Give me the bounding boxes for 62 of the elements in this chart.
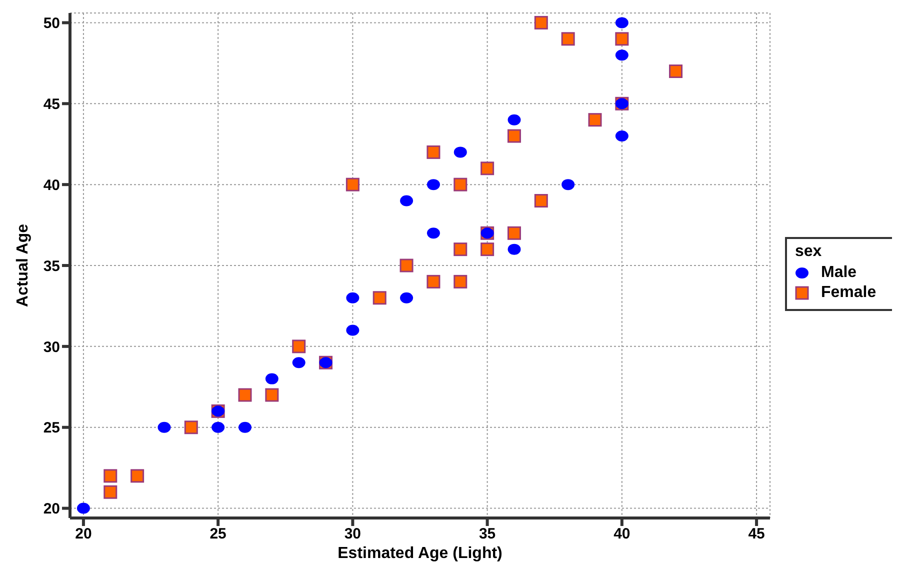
x-tick-label: 40 bbox=[614, 526, 630, 543]
point bbox=[534, 16, 548, 30]
point bbox=[130, 469, 144, 483]
point bbox=[346, 324, 360, 336]
point bbox=[454, 242, 468, 256]
x-tick-label: 25 bbox=[210, 526, 226, 543]
point bbox=[76, 502, 90, 514]
point bbox=[184, 420, 198, 434]
legend-label: Female bbox=[821, 284, 876, 302]
point bbox=[454, 274, 468, 288]
point bbox=[507, 129, 521, 143]
point bbox=[238, 422, 252, 433]
x-tick-label: 30 bbox=[344, 526, 362, 543]
legend-title: sex bbox=[795, 243, 823, 261]
point bbox=[400, 195, 414, 206]
point bbox=[508, 244, 521, 255]
y-tick-label: 45 bbox=[43, 96, 60, 113]
y-tick-label: 30 bbox=[43, 338, 60, 356]
point bbox=[346, 178, 360, 192]
point bbox=[426, 228, 440, 239]
y-tick-label: 20 bbox=[43, 500, 60, 518]
point bbox=[454, 146, 467, 158]
x-tick-label: 45 bbox=[748, 526, 765, 543]
y-axis-title: Actual Age bbox=[14, 224, 32, 307]
point bbox=[615, 50, 628, 61]
point bbox=[508, 114, 521, 126]
point bbox=[426, 179, 440, 190]
point bbox=[104, 469, 118, 483]
legend-label: Male bbox=[821, 264, 857, 282]
point bbox=[265, 388, 279, 402]
point bbox=[400, 292, 414, 304]
point bbox=[454, 178, 468, 192]
point bbox=[372, 291, 386, 305]
point bbox=[238, 388, 252, 402]
point bbox=[480, 162, 494, 176]
point bbox=[588, 113, 602, 127]
point bbox=[562, 179, 575, 190]
point bbox=[212, 422, 225, 433]
point bbox=[561, 32, 575, 46]
point bbox=[292, 357, 306, 368]
point bbox=[104, 485, 118, 499]
y-tick-label: 50 bbox=[43, 15, 60, 32]
point bbox=[426, 145, 440, 159]
x-axis-title: Estimated Age (Light) bbox=[338, 545, 502, 562]
point bbox=[615, 17, 628, 28]
point bbox=[158, 422, 171, 433]
point bbox=[400, 258, 414, 272]
point bbox=[292, 340, 306, 354]
point bbox=[615, 130, 628, 142]
point bbox=[480, 242, 494, 256]
x-tick-label: 35 bbox=[478, 526, 496, 543]
y-tick-label: 25 bbox=[43, 420, 60, 437]
y-tick-label: 35 bbox=[43, 258, 60, 275]
x-tick-label: 20 bbox=[75, 526, 92, 543]
point bbox=[426, 274, 440, 288]
point bbox=[669, 64, 683, 78]
point bbox=[615, 32, 629, 46]
point bbox=[507, 226, 521, 240]
point bbox=[346, 292, 360, 304]
y-tick-label: 40 bbox=[43, 176, 60, 194]
point bbox=[265, 373, 278, 384]
point bbox=[534, 194, 548, 208]
